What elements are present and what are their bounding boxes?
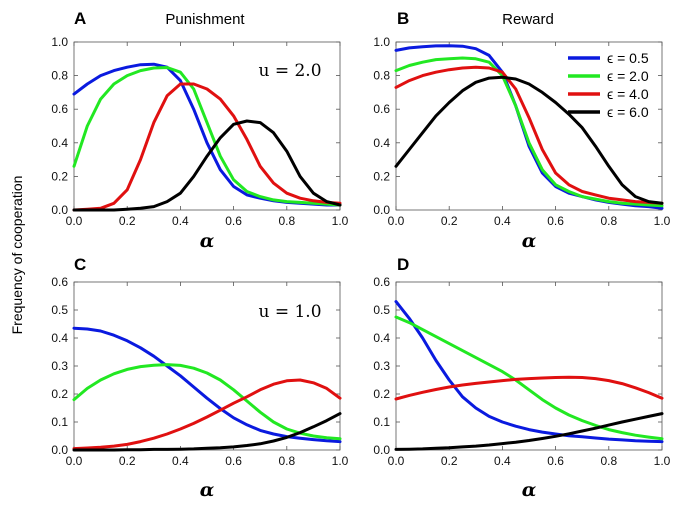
series-line-a-4 [72,119,342,212]
y-tick-label: 0.0 [373,443,390,457]
x-tick-label: 0.6 [225,214,242,228]
panel-letter-c: C [74,255,86,274]
annotation-c: u = 1.0 [258,302,321,322]
x-tick-label: 0.0 [388,214,405,228]
x-tick-label: 0.6 [225,454,242,468]
y-tick-label: 0.6 [373,275,390,289]
x-tick-label: 0.4 [494,454,511,468]
x-tick-label: 0.4 [172,214,189,228]
y-tick-label: 1.0 [51,35,68,49]
panel-title-b: Reward [502,11,554,28]
panel-a: 0.0 0.2 0.4 0.6 0.8 1.0 0.0 0.2 0.4 0.6 0.8 1.0 A Pun… [51,9,348,252]
series-line-d-4 [394,412,664,451]
y-tick-label: 0.1 [51,415,68,429]
y-tick-label: 0.6 [51,275,68,289]
y-tick-label: 0.6 [373,102,390,116]
panel-c: 0.0 0.2 0.4 0.6 0.8 1.0 0.0 0.1 0.2 0.3 0.4 0.5 0.6 C… [51,255,348,501]
y-tick-label: 0.4 [51,136,68,150]
x-tick-label: 0.4 [172,454,189,468]
legend-label-1: ϵ = 0.5 [607,50,649,66]
y-tick-label: 0.0 [51,203,68,217]
y-tick-label: 0.0 [373,203,390,217]
series-line-b-4 [394,75,664,205]
y-axis-label: Frequency of cooperation [9,176,25,335]
y-tick-label: 0.2 [373,169,390,183]
panel-d: 0.0 0.2 0.4 0.6 0.8 1.0 0.0 0.1 0.2 0.3 0.4 0.5 0.6 D… [373,255,670,501]
x-tick-label: 0.8 [278,454,295,468]
y-tick-label: 0.2 [51,169,68,183]
x-axis-label-c: α [200,479,215,501]
x-axis-label-a: α [200,230,215,252]
series-line-c-2 [72,363,342,441]
legend-label-3: ϵ = 4.0 [607,86,649,102]
x-tick-label: 0.2 [119,454,136,468]
plot-frame-b [395,41,663,211]
legend-label-2: ϵ = 2.0 [607,68,649,84]
y-tick-label: 0.3 [51,359,68,373]
series-line-b-2 [394,56,664,208]
series-line-b-3 [394,65,664,205]
x-tick-label: 0.0 [66,454,83,468]
series-line-a-3 [72,82,342,212]
annotation-a: u = 2.0 [258,61,321,81]
y-tick-label: 0.8 [51,69,68,83]
y-tick-label: 0.3 [373,359,390,373]
x-tick-label: 0.6 [547,214,564,228]
x-axis-label-b: α [522,230,537,252]
y-tick-label: 0.5 [373,303,390,317]
series-line-c-1 [72,326,342,444]
x-tick-label: 0.8 [600,454,617,468]
y-tick-label: 0.4 [51,331,68,345]
series-line-c-4 [72,412,342,452]
plot-frame-a [73,41,341,211]
x-tick-label: 0.4 [494,214,511,228]
x-tick-label: 0.2 [441,454,458,468]
y-tick-label: 0.2 [373,387,390,401]
y-tick-label: 0.1 [373,415,390,429]
x-tick-label: 0.8 [278,214,295,228]
panel-letter-d: D [397,255,409,274]
y-tick-label: 0.4 [373,331,390,345]
x-tick-label: 0.0 [66,214,83,228]
series-line-d-1 [394,300,664,444]
x-tick-label: 1.0 [332,214,349,228]
legend-label-4: ϵ = 6.0 [607,104,649,120]
series-line-c-3 [72,378,342,451]
x-tick-label: 1.0 [654,454,671,468]
plot-frame-d [395,281,663,451]
panel-b: 0.0 0.2 0.4 0.6 0.8 1.0 0.0 0.2 0.4 0.6 0.8 1.0 B Rew… [373,9,670,252]
x-tick-label: 0.2 [441,214,458,228]
y-tick-label: 0.6 [51,102,68,116]
series-line-d-3 [394,375,664,401]
y-tick-label: 1.0 [373,35,390,49]
panel-title-a: Punishment [165,11,245,28]
y-tick-label: 0.8 [373,69,390,83]
x-tick-label: 0.6 [547,454,564,468]
series-line-d-2 [394,315,664,441]
x-tick-label: 0.8 [600,214,617,228]
y-tick-label: 0.2 [51,387,68,401]
y-tick-label: 0.0 [51,443,68,457]
x-tick-label: 1.0 [332,454,349,468]
x-tick-label: 0.2 [119,214,136,228]
panel-letter-b: B [397,9,409,28]
series-line-a-2 [72,66,342,207]
x-tick-label: 0.0 [388,454,405,468]
y-tick-label: 0.5 [51,303,68,317]
y-tick-label: 0.4 [373,136,390,150]
panel-letter-a: A [74,9,86,28]
x-tick-label: 1.0 [654,214,671,228]
x-axis-label-d: α [522,479,537,501]
